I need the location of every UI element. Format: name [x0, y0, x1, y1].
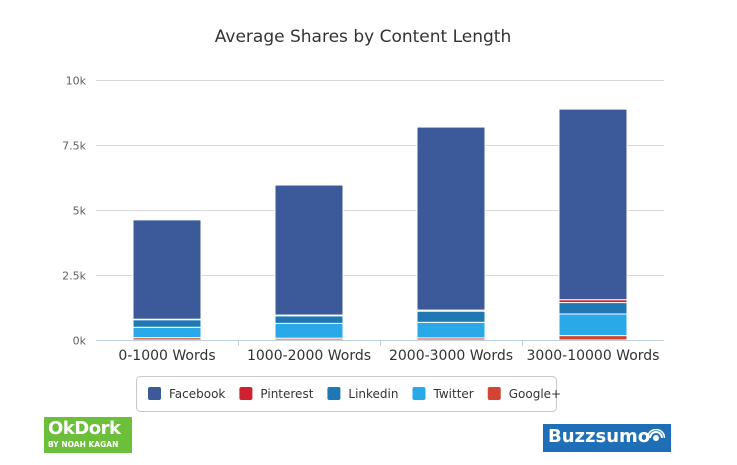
okdork-logo-subtext: BY NOAH KAGAN	[48, 440, 119, 449]
okdork-logo-text: OkDork	[48, 418, 121, 439]
legend-item-google[interactable]: Google+	[487, 387, 561, 401]
legend-label: Pinterest	[260, 387, 313, 401]
signal-icon	[647, 429, 665, 441]
y-tick-label: 0k	[73, 335, 87, 348]
legend-item-twitter[interactable]: Twitter	[412, 387, 474, 401]
bar-segment-twitter[interactable]	[132, 326, 202, 339]
bar-segment-linkedin[interactable]	[416, 310, 486, 323]
bar-segment-facebook[interactable]	[132, 219, 202, 320]
bar-segment-facebook[interactable]	[274, 184, 344, 316]
legend-swatch	[487, 387, 501, 400]
legend-label: Google+	[509, 387, 561, 401]
y-tick-label: 2.5k	[62, 270, 86, 283]
x-tick-label: 3000-10000 Words	[527, 348, 660, 364]
legend-item-linkedin[interactable]: Linkedin	[327, 387, 399, 401]
bar-segment-twitter[interactable]	[274, 322, 344, 339]
x-axis: 0-1000 Words 1000-2000 Words 2000-3000 Wor…	[96, 340, 664, 364]
bar-segment-facebook[interactable]	[416, 126, 486, 311]
y-axis: 0k 2.5k 5k 7.5k 10k	[62, 75, 86, 348]
x-tick-label: 1000-2000 Words	[247, 348, 371, 364]
legend-label: Facebook	[169, 387, 225, 401]
x-tick-label: 0-1000 Words	[118, 348, 215, 364]
x-tick-label: 2000-3000 Words	[389, 348, 513, 364]
bar-segment-twitter[interactable]	[558, 313, 628, 337]
bar-stack	[274, 184, 344, 341]
bar-segment-linkedin[interactable]	[558, 302, 628, 315]
legend-item-facebook[interactable]: Facebook	[148, 387, 225, 401]
bars	[132, 108, 628, 341]
y-tick-label: 10k	[66, 75, 87, 88]
legend-swatch	[239, 387, 253, 400]
legend-box	[136, 376, 557, 412]
buzzsumo-logo: Buzzsumo	[543, 424, 671, 452]
legend-swatch	[327, 387, 341, 400]
y-tick-label: 7.5k	[62, 140, 86, 153]
y-tick-label: 5k	[73, 205, 87, 218]
bar-stack	[132, 219, 202, 341]
legend-label: Twitter	[433, 387, 474, 401]
legend[interactable]: Facebook Pinterest Linkedin Twitter Google+	[136, 376, 562, 412]
bar-stack	[416, 126, 486, 341]
bar-segment-twitter[interactable]	[416, 321, 486, 339]
legend-item-pinterest[interactable]: Pinterest	[239, 387, 314, 401]
okdork-logo: OkDork BY NOAH KAGAN	[44, 417, 132, 453]
bar-segment-linkedin[interactable]	[132, 319, 202, 328]
bar-segment-google[interactable]	[558, 335, 628, 341]
bar-stack	[558, 108, 628, 341]
bar-segment-linkedin[interactable]	[274, 315, 344, 324]
bar-segment-facebook[interactable]	[558, 108, 628, 301]
legend-swatch	[148, 387, 161, 400]
buzzsumo-logo-text: Buzzsumo	[548, 426, 651, 447]
chart-title: Average Shares by Content Length	[215, 27, 511, 47]
legend-label: Linkedin	[348, 387, 398, 401]
legend-swatch	[412, 387, 426, 400]
